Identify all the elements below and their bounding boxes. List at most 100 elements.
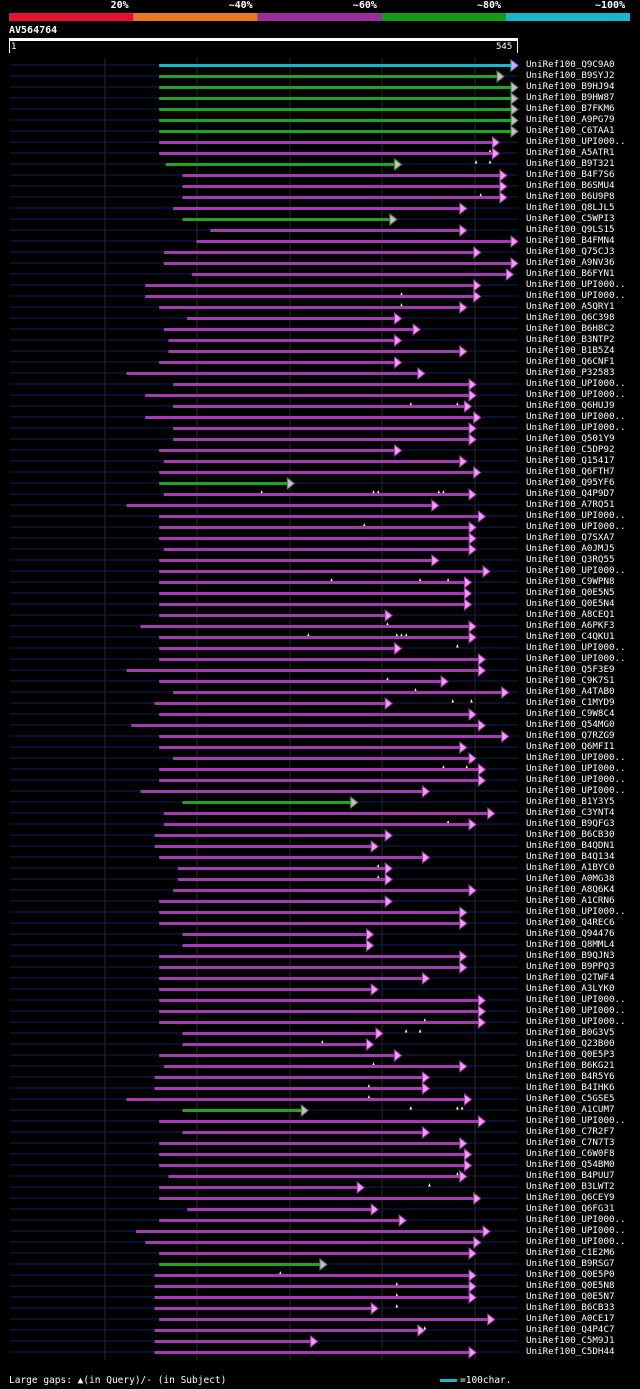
- hit-label[interactable]: UniRef100_C1E2M6: [526, 1247, 615, 1258]
- hit-label[interactable]: UniRef100_UPI000..: [526, 642, 626, 653]
- hit-label[interactable]: UniRef100_UPI000..: [526, 290, 626, 301]
- hit-label[interactable]: UniRef100_C5DH44: [526, 1346, 615, 1357]
- hit-label[interactable]: UniRef100_B4Q134: [526, 851, 615, 862]
- hit-label[interactable]: UniRef100_A8Q6K4: [526, 884, 615, 895]
- hit-label[interactable]: UniRef100_Q9C9A0: [526, 59, 615, 70]
- hit-label[interactable]: UniRef100_B4FMN4: [526, 235, 615, 246]
- hit-label[interactable]: UniRef100_Q0E5N7: [526, 1291, 615, 1302]
- hit-label[interactable]: UniRef100_Q5F3E9: [526, 664, 615, 675]
- hit-label[interactable]: UniRef100_UPI000..: [526, 752, 626, 763]
- hit-label[interactable]: UniRef100_Q6C398: [526, 312, 615, 323]
- hit-label[interactable]: UniRef100_Q9LS15: [526, 224, 615, 235]
- hit-label[interactable]: UniRef100_B1B5Z4: [526, 345, 615, 356]
- hit-label[interactable]: UniRef100_B6KG21: [526, 1060, 615, 1071]
- hit-label[interactable]: UniRef100_UPI000..: [526, 1005, 626, 1016]
- hit-label[interactable]: UniRef100_C7R2F7: [526, 1126, 615, 1137]
- hit-label[interactable]: UniRef100_UPI000..: [526, 389, 626, 400]
- hit-label[interactable]: UniRef100_C9WPN8: [526, 576, 615, 587]
- hit-label[interactable]: UniRef100_UPI000..: [526, 378, 626, 389]
- hit-label[interactable]: UniRef100_Q6FTH7: [526, 466, 615, 477]
- hit-label[interactable]: UniRef100_Q6CEY9: [526, 1192, 615, 1203]
- hit-label[interactable]: UniRef100_C9W8C4: [526, 708, 615, 719]
- hit-label[interactable]: UniRef100_Q8LJL5: [526, 202, 615, 213]
- hit-label[interactable]: UniRef100_B9T321: [526, 158, 615, 169]
- hit-label[interactable]: UniRef100_UPI000..: [526, 785, 626, 796]
- hit-label[interactable]: UniRef100_UPI000..: [526, 653, 626, 664]
- hit-label[interactable]: UniRef100_Q54MG0: [526, 719, 615, 730]
- hit-label[interactable]: UniRef100_UPI000..: [526, 1236, 626, 1247]
- hit-label[interactable]: UniRef100_A1BYC0: [526, 862, 615, 873]
- hit-label[interactable]: UniRef100_B9QFG3: [526, 818, 615, 829]
- hit-label[interactable]: UniRef100_C4QKU1: [526, 631, 615, 642]
- hit-label[interactable]: UniRef100_UPI000..: [526, 521, 626, 532]
- hit-label[interactable]: UniRef100_UPI000..: [526, 565, 626, 576]
- hit-label[interactable]: UniRef100_A9NV36: [526, 257, 615, 268]
- hit-label[interactable]: UniRef100_C6TAA1: [526, 125, 615, 136]
- hit-label[interactable]: UniRef100_Q6HUJ9: [526, 400, 615, 411]
- hit-label[interactable]: UniRef100_C5DP92: [526, 444, 615, 455]
- hit-label[interactable]: UniRef100_A7RQ51: [526, 499, 615, 510]
- hit-label[interactable]: UniRef100_B9HW87: [526, 92, 615, 103]
- hit-label[interactable]: UniRef100_UPI000..: [526, 411, 626, 422]
- hit-label[interactable]: UniRef100_A0CE17: [526, 1313, 615, 1324]
- hit-label[interactable]: UniRef100_B6H8C2: [526, 323, 615, 334]
- hit-label[interactable]: UniRef100_B9RSG7: [526, 1258, 615, 1269]
- hit-label[interactable]: UniRef100_A0MG38: [526, 873, 615, 884]
- hit-label[interactable]: UniRef100_Q7SXA7: [526, 532, 615, 543]
- hit-label[interactable]: UniRef100_Q4P4C7: [526, 1324, 615, 1335]
- hit-label[interactable]: UniRef100_Q94476: [526, 928, 615, 939]
- hit-label[interactable]: UniRef100_B4IHK6: [526, 1082, 615, 1093]
- hit-label[interactable]: UniRef100_C7N7T3: [526, 1137, 615, 1148]
- hit-label[interactable]: UniRef100_Q4P9D7: [526, 488, 615, 499]
- hit-label[interactable]: UniRef100_UPI000..: [526, 422, 626, 433]
- hit-label[interactable]: UniRef100_Q95YF6: [526, 477, 615, 488]
- hit-label[interactable]: UniRef100_Q8MML4: [526, 939, 615, 950]
- hit-label[interactable]: UniRef100_C6W0F8: [526, 1148, 615, 1159]
- hit-label[interactable]: UniRef100_Q75CJ3: [526, 246, 615, 257]
- hit-label[interactable]: UniRef100_A4TAB0: [526, 686, 615, 697]
- hit-label[interactable]: UniRef100_C5GSE5: [526, 1093, 615, 1104]
- hit-label[interactable]: UniRef100_C9K7S1: [526, 675, 615, 686]
- hit-label[interactable]: UniRef100_B7FKM6: [526, 103, 615, 114]
- hit-label[interactable]: UniRef100_C5WPI3: [526, 213, 615, 224]
- hit-label[interactable]: UniRef100_Q6FG31: [526, 1203, 615, 1214]
- hit-label[interactable]: UniRef100_Q0E5N5: [526, 587, 615, 598]
- hit-label[interactable]: UniRef100_A9PG79: [526, 114, 615, 125]
- hit-label[interactable]: UniRef100_B3NTP2: [526, 334, 615, 345]
- hit-label[interactable]: UniRef100_A0JMJ5: [526, 543, 615, 554]
- hit-label[interactable]: UniRef100_UPI000..: [526, 763, 626, 774]
- hit-label[interactable]: UniRef100_A6PKF3: [526, 620, 615, 631]
- hit-label[interactable]: UniRef100_Q0E5P0: [526, 1269, 615, 1280]
- hit-label[interactable]: UniRef100_UPI000..: [526, 1016, 626, 1027]
- hit-label[interactable]: UniRef100_UPI000..: [526, 1115, 626, 1126]
- hit-label[interactable]: UniRef100_Q0E5N4: [526, 598, 615, 609]
- hit-label[interactable]: UniRef100_B4F7S6: [526, 169, 615, 180]
- hit-label[interactable]: UniRef100_Q3RQ55: [526, 554, 615, 565]
- hit-label[interactable]: UniRef100_B9PPQ3: [526, 961, 615, 972]
- hit-label[interactable]: UniRef100_UPI000..: [526, 510, 626, 521]
- hit-label[interactable]: UniRef100_B0G3V5: [526, 1027, 615, 1038]
- hit-label[interactable]: UniRef100_B1Y3Y5: [526, 796, 615, 807]
- hit-label[interactable]: UniRef100_B3LWT2: [526, 1181, 615, 1192]
- hit-label[interactable]: UniRef100_UPI000..: [526, 1214, 626, 1225]
- hit-label[interactable]: UniRef100_A5QRY1: [526, 301, 615, 312]
- hit-label[interactable]: UniRef100_B6CB33: [526, 1302, 615, 1313]
- hit-label[interactable]: UniRef100_Q0E5P3: [526, 1049, 615, 1060]
- hit-label[interactable]: UniRef100_Q23B00: [526, 1038, 615, 1049]
- hit-label[interactable]: UniRef100_A5ATR1: [526, 147, 615, 158]
- hit-label[interactable]: UniRef100_Q0E5N8: [526, 1280, 615, 1291]
- hit-label[interactable]: UniRef100_UPI000..: [526, 136, 626, 147]
- hit-label[interactable]: UniRef100_UPI000..: [526, 279, 626, 290]
- hit-label[interactable]: UniRef100_Q6CNF1: [526, 356, 615, 367]
- hit-label[interactable]: UniRef100_B6FYN1: [526, 268, 615, 279]
- hit-label[interactable]: UniRef100_Q501Y9: [526, 433, 615, 444]
- hit-label[interactable]: UniRef100_A1CRN6: [526, 895, 615, 906]
- hit-label[interactable]: UniRef100_B4PUU7: [526, 1170, 615, 1181]
- hit-label[interactable]: UniRef100_C3YNT4: [526, 807, 615, 818]
- hit-label[interactable]: UniRef100_A3LYK0: [526, 983, 615, 994]
- hit-label[interactable]: UniRef100_B9SYJ2: [526, 70, 615, 81]
- hit-label[interactable]: UniRef100_B6CB30: [526, 829, 615, 840]
- hit-label[interactable]: UniRef100_Q2TWF4: [526, 972, 615, 983]
- hit-label[interactable]: UniRef100_B9HJ94: [526, 81, 615, 92]
- hit-label[interactable]: UniRef100_B4R5Y6: [526, 1071, 615, 1082]
